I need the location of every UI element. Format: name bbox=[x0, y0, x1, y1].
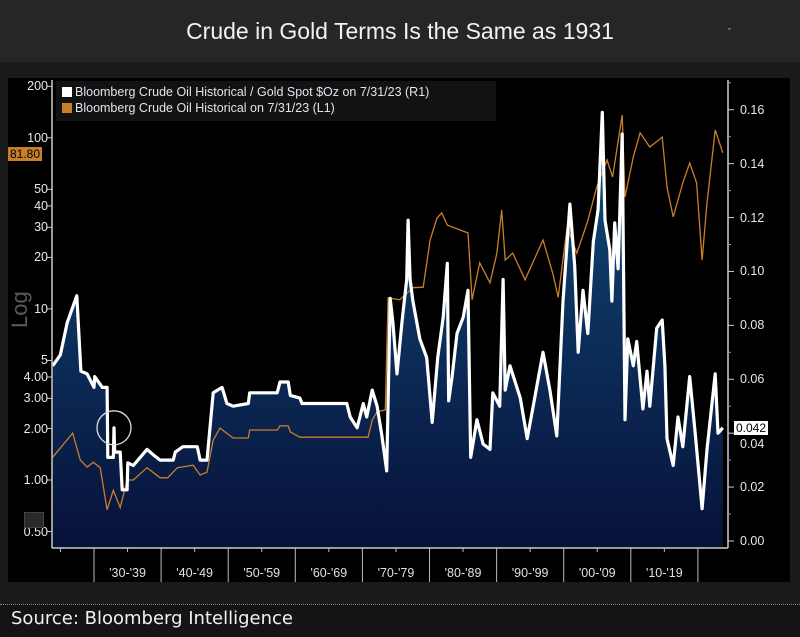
left-tick-label: 100 bbox=[27, 130, 48, 145]
annotation-circle bbox=[96, 410, 132, 446]
chart-title: Crude in Gold Terms Is the Same as 1931 bbox=[186, 17, 614, 44]
legend-label: Bloomberg Crude Oil Historical on 7/31/2… bbox=[75, 101, 335, 115]
left-tick-label: 0.50 bbox=[23, 524, 48, 539]
legend-item-ratio: Bloomberg Crude Oil Historical / Gold Sp… bbox=[62, 84, 496, 100]
left-tick-label: 40 bbox=[34, 198, 48, 213]
right-tick-label: 0.12 bbox=[740, 210, 765, 225]
chart-type-icon[interactable] bbox=[24, 512, 44, 528]
right-tick-label: 0.10 bbox=[740, 264, 765, 279]
x-category-label: '10-'19 bbox=[645, 566, 683, 580]
left-tick-label: 4.00 bbox=[23, 370, 48, 384]
left-tick-label: 3.00 bbox=[23, 391, 48, 406]
legend: Bloomberg Crude Oil Historical / Gold Sp… bbox=[56, 81, 496, 121]
right-tick-label: 0.08 bbox=[740, 318, 765, 333]
left-tick-label: 50 bbox=[34, 182, 48, 197]
right-tick-label: 0.02 bbox=[740, 480, 765, 495]
source-bar: Source: Bloomberg Intelligence bbox=[0, 604, 800, 637]
right-tick-label: 0.14 bbox=[740, 156, 765, 171]
left-tick-label: 5 bbox=[41, 353, 48, 368]
x-category-label: '60-'69 bbox=[310, 566, 348, 580]
crude-oil-line bbox=[52, 114, 724, 510]
x-category-label: '30-'39 bbox=[109, 566, 146, 580]
legend-swatch-white bbox=[62, 87, 72, 97]
ratio-area bbox=[52, 112, 723, 549]
legend-swatch-orange bbox=[62, 103, 72, 113]
legend-label: Bloomberg Crude Oil Historical / Gold Sp… bbox=[75, 85, 430, 99]
left-tick-label: 30 bbox=[34, 220, 48, 235]
left-tick-label: 1.00 bbox=[23, 473, 48, 487]
left-tick-label: 200 bbox=[27, 79, 48, 94]
crude-gold-ratio-line bbox=[51, 110, 724, 511]
x-category-label: '80-'89 bbox=[444, 566, 482, 580]
right-tick-label: 0.16 bbox=[740, 102, 765, 117]
x-category-label: '00-'09 bbox=[578, 566, 616, 580]
right-last-value-badge: 0.042 bbox=[734, 421, 769, 435]
legend-item-crude: Bloomberg Crude Oil Historical on 7/31/2… bbox=[62, 100, 496, 116]
left-tick-label: 2.00 bbox=[23, 421, 48, 436]
title-bar: Crude in Gold Terms Is the Same as 1931 bbox=[0, 0, 800, 62]
right-tick-label: 0.06 bbox=[740, 372, 765, 387]
right-tick-label: 0.04 bbox=[740, 437, 765, 451]
x-category-label: '40-'49 bbox=[176, 566, 214, 580]
left-axis-label: Log bbox=[7, 291, 32, 328]
left-tick-label: 20 bbox=[34, 250, 48, 265]
x-category-label: '50-'59 bbox=[243, 566, 281, 580]
source-text: Source: Bloomberg Intelligence bbox=[11, 608, 293, 629]
left-last-value-badge: 81.80 bbox=[8, 147, 43, 161]
x-category-label: '90-'99 bbox=[511, 566, 549, 580]
x-category-label: '70-'79 bbox=[377, 566, 415, 580]
left-tick-label: 10 bbox=[34, 301, 48, 316]
right-tick-label: 0.00 bbox=[740, 534, 765, 548]
